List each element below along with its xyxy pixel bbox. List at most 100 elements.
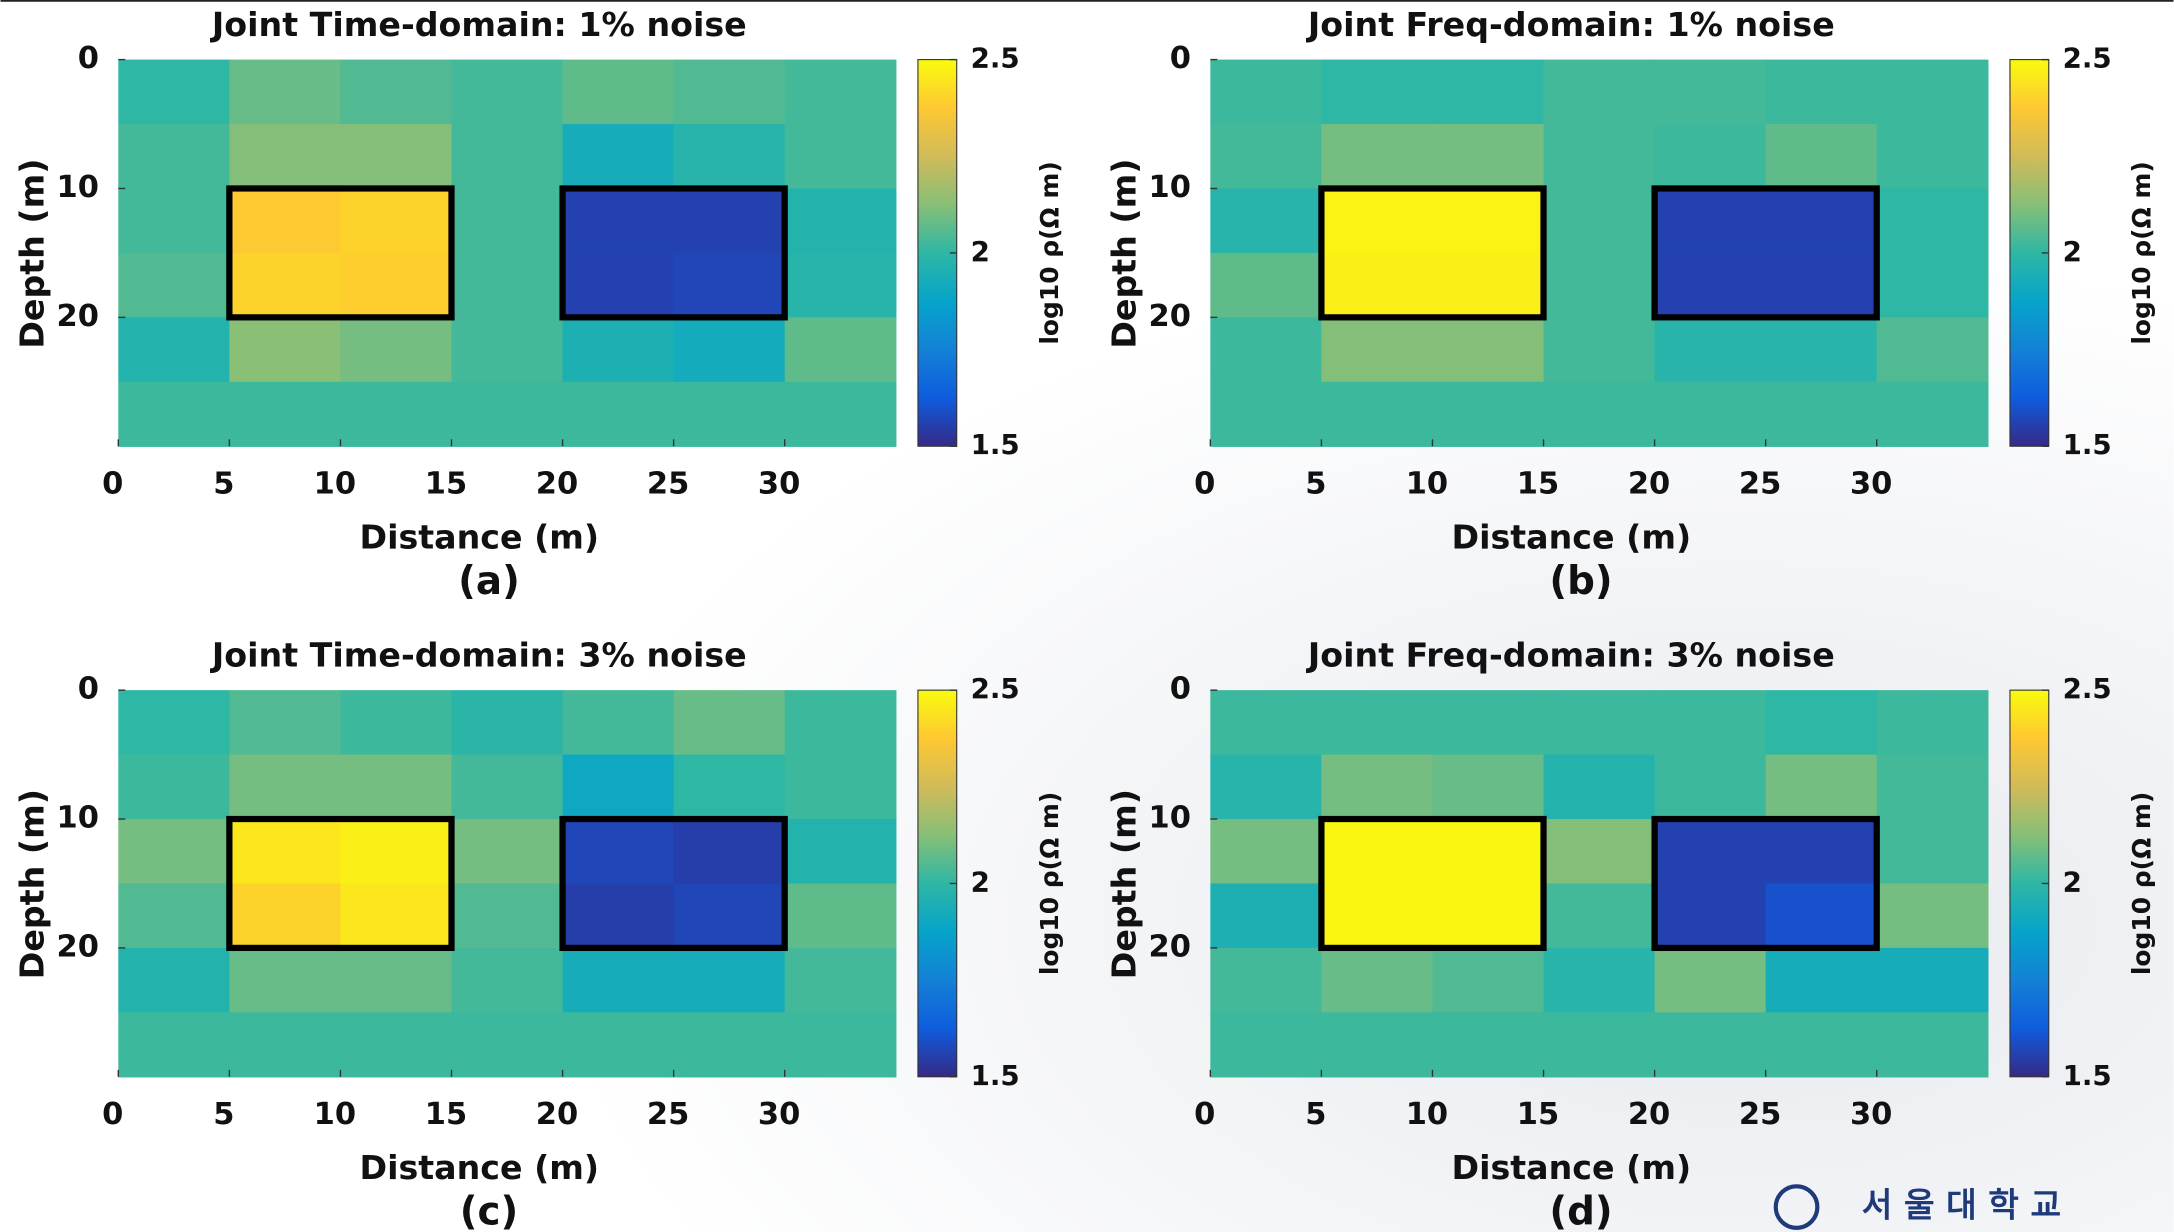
heatmap-cell: [1543, 819, 1656, 885]
heatmap-cell: [1654, 317, 1767, 383]
heatmap-cell: [118, 317, 231, 383]
heatmap-cell: [1543, 1012, 1656, 1078]
x-tick-label: 25: [1739, 467, 1781, 502]
x-axis-label: Distance (m): [1452, 518, 1692, 557]
x-tick-label: 10: [314, 467, 356, 502]
colorbar-label: log10 ρ(Ω m): [2127, 792, 2156, 975]
colorbar-tick-label: 1.5: [2063, 1059, 2112, 1092]
chart-title: Joint Time-domain: 3% noise: [210, 635, 747, 674]
heatmap-cell: [562, 188, 675, 254]
heatmap-cell: [1765, 317, 1878, 383]
heatmap-cell: [1765, 819, 1878, 885]
heatmap-cell: [118, 188, 231, 254]
panel-label: (c): [460, 1189, 518, 1232]
x-tick-label: 0: [1194, 1097, 1215, 1132]
x-tick-label: 20: [1628, 467, 1670, 502]
panel-label: (a): [458, 559, 520, 604]
heatmap-cell: [562, 947, 675, 1014]
colorbar-tick-label: 2: [2063, 235, 2082, 268]
x-tick-label: 15: [1517, 1097, 1559, 1132]
heatmap-cell: [340, 947, 453, 1014]
anomaly-outline: [559, 185, 788, 321]
heatmap-cell: [784, 819, 897, 885]
colorbar-label: log10 ρ(Ω m): [1035, 161, 1064, 344]
x-tick-label: 25: [647, 467, 689, 502]
heatmap-cell: [673, 317, 786, 383]
heatmap-cell: [229, 690, 342, 756]
heatmap-cell: [1321, 59, 1434, 125]
heatmap-cell: [118, 819, 231, 885]
heatmap-cell: [229, 252, 342, 319]
heatmap-cell: [1321, 754, 1434, 820]
heatmap-cell: [118, 883, 231, 949]
y-tick-label: 20: [56, 299, 98, 334]
heatmap-cell: [784, 754, 897, 820]
panel-label: (b): [1549, 559, 1612, 604]
heatmap-cell: [340, 754, 453, 820]
heatmap-cell: [451, 252, 564, 319]
heatmap-cell: [1321, 381, 1434, 447]
heatmap-cell: [1654, 124, 1767, 190]
heatmap-cell: [562, 819, 675, 885]
heatmap-cell: [1765, 1012, 1878, 1078]
heatmap-cell: [1876, 819, 1989, 885]
heatmap-cell: [1210, 1012, 1323, 1078]
colorbar-tick-label: 2.5: [971, 672, 1020, 705]
x-tick-label: 15: [425, 1097, 467, 1132]
heatmap-cell: [1432, 317, 1545, 383]
heatmap-cell: [1765, 188, 1878, 254]
x-tick-label: 25: [1739, 1097, 1781, 1132]
heatmap-cell: [784, 188, 897, 254]
heatmap-cell: [1654, 59, 1767, 125]
heatmap-cell: [1654, 947, 1767, 1014]
heatmap-cell: [1543, 317, 1656, 383]
y-tick-label: 0: [1170, 672, 1191, 707]
heatmap-cell: [1432, 1012, 1545, 1078]
anomaly-outline: [1651, 185, 1880, 321]
heatmap-cell: [673, 947, 786, 1014]
heatmap-cell: [1876, 381, 1989, 447]
heatmap-cell: [451, 819, 564, 885]
heatmap-cell: [562, 1012, 675, 1078]
heatmap-cell: [1210, 883, 1323, 949]
heatmap-cell: [118, 252, 231, 319]
x-tick-label: 30: [758, 467, 800, 502]
anomaly-outline: [226, 185, 455, 321]
heatmap-cell: [1543, 381, 1656, 447]
heatmap-cell: [1876, 252, 1989, 319]
x-tick-label: 25: [647, 1097, 689, 1132]
x-tick-label: 0: [102, 467, 123, 502]
heatmap-cell: [1321, 819, 1434, 885]
heatmap-cell: [1321, 883, 1434, 949]
heatmap-cell: [340, 252, 453, 319]
heatmap-cell: [1876, 690, 1989, 756]
heatmap-cell: [1321, 1012, 1434, 1078]
heatmap-cell: [1321, 947, 1434, 1014]
heatmap-cell: [451, 188, 564, 254]
heatmap-cell: [229, 883, 342, 949]
heatmap-cell: [1432, 883, 1545, 949]
heatmap-cell: [451, 754, 564, 820]
heatmap-cell: [673, 124, 786, 190]
heatmap-cell: [673, 252, 786, 319]
chart-title: Joint Freq-domain: 3% noise: [1306, 635, 1835, 674]
heatmap-cell: [1432, 124, 1545, 190]
y-axis-label: Depth (m): [12, 159, 51, 349]
x-tick-label: 20: [536, 467, 578, 502]
heatmap-cell: [1210, 754, 1323, 820]
colorbar-tick-label: 2: [971, 865, 990, 898]
heatmap-cell: [1321, 252, 1434, 319]
heatmap-cell: [1876, 883, 1989, 949]
heatmap-cell: [673, 188, 786, 254]
y-axis-label: Depth (m): [12, 789, 51, 979]
logo-text: 서 울 대 학 교: [1862, 1186, 2061, 1225]
x-tick-label: 10: [314, 1097, 356, 1132]
heatmap-cell: [118, 690, 231, 756]
heatmap-cell: [1765, 754, 1878, 820]
heatmap-cell: [451, 947, 564, 1014]
heatmap-cell: [1432, 59, 1545, 125]
x-tick-label: 20: [1628, 1097, 1670, 1132]
heatmap-cell: [1432, 188, 1545, 254]
heatmap-cell: [784, 317, 897, 383]
heatmap-cell: [451, 690, 564, 756]
